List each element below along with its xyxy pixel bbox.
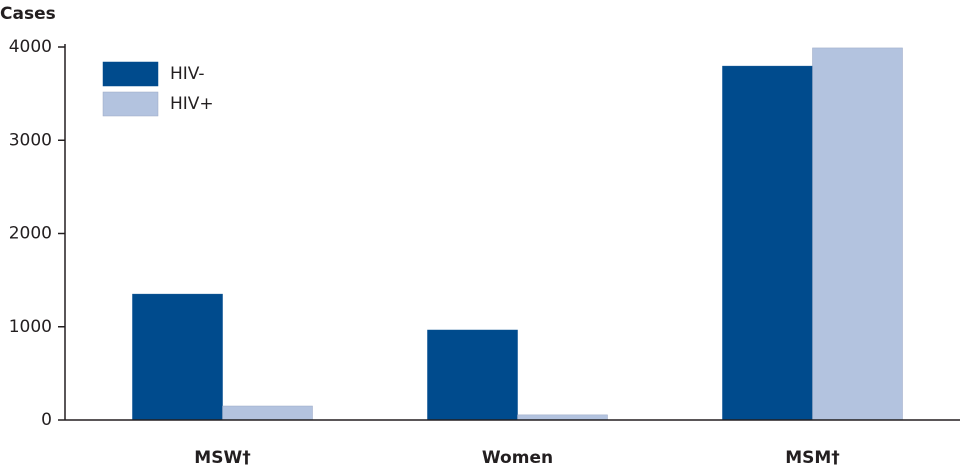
y-tick-label: 1000: [9, 317, 52, 337]
x-tick-label: MSM†: [785, 448, 840, 468]
legend-swatch: [102, 91, 159, 117]
y-tick-label: 0: [41, 410, 52, 430]
legend-label: HIV-: [170, 64, 205, 84]
bar: [132, 293, 223, 421]
x-tick-label: MSW†: [194, 448, 250, 468]
bar: [812, 47, 903, 421]
bar: [222, 405, 313, 421]
legend-label: HIV+: [170, 94, 214, 114]
y-tick-label: 4000: [9, 37, 52, 57]
legend-swatch: [102, 61, 159, 87]
bar: [722, 65, 813, 421]
y-tick-label: 2000: [9, 224, 52, 244]
bar: [427, 329, 518, 421]
y-axis-label: Cases: [0, 4, 56, 24]
bar: [517, 414, 608, 421]
x-tick-label: Women: [482, 448, 553, 468]
y-tick-label: 3000: [9, 130, 52, 150]
